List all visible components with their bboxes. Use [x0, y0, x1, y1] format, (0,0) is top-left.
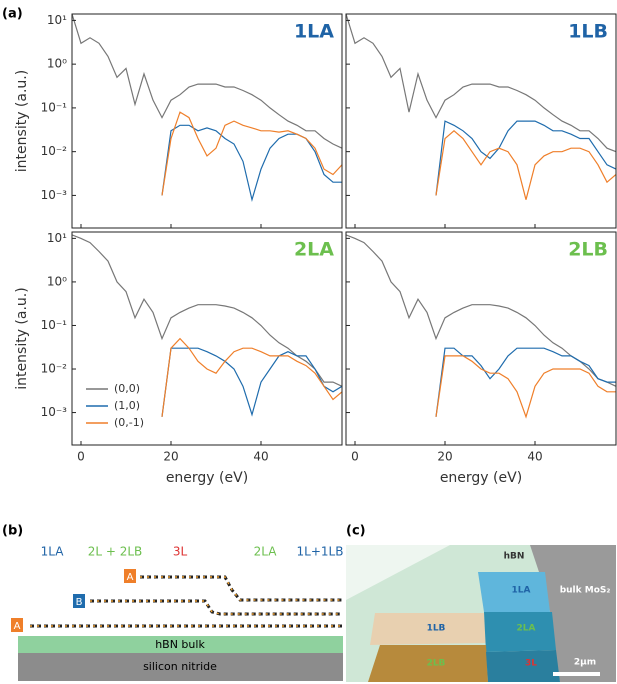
layer-atoms [90, 600, 342, 615]
x-tick-label: 0 [77, 450, 85, 464]
panel-label: (b) [2, 524, 23, 539]
layer [140, 575, 342, 602]
plot [346, 14, 616, 200]
panel-label: (a) [2, 7, 23, 22]
series-line [435, 355, 616, 419]
plot-frame [345, 231, 617, 446]
substrate-label: silicon nitride [143, 660, 217, 673]
y-tick-label: 10⁻³ [41, 405, 68, 419]
y-tick-label: 10⁰ [47, 57, 67, 71]
layer-tag-label: A [14, 621, 21, 632]
layer [90, 599, 342, 616]
image-label: 2LA [517, 624, 536, 634]
series-line [161, 111, 342, 196]
image-label: hBN [504, 552, 525, 562]
x-tick-label: 20 [437, 450, 452, 464]
2la-region [484, 612, 556, 652]
layer-diagram: 1LA 2L + 2LB 3L 2LA 1L+1LB A B A hBN bul… [11, 545, 344, 681]
x-axis-label: energy (eV) [166, 470, 248, 486]
y-tick-label: 10¹ [47, 231, 67, 245]
series-line [435, 130, 616, 200]
layer-tag-label: A [127, 572, 134, 583]
region-label: 2L + 2LB [88, 545, 143, 559]
y-axis-label: intensity (a.u.) [14, 287, 30, 389]
legend-label: (0,0) [114, 382, 140, 395]
image-label: 1LA [512, 586, 531, 596]
y-tick-label: 10⁰ [47, 274, 67, 288]
plot-frame [71, 231, 343, 446]
y-tick-label: 10⁻¹ [41, 100, 68, 114]
sin-layer [18, 653, 343, 681]
panel-annotation: 1LA [294, 21, 334, 43]
series-line [161, 337, 342, 417]
y-tick-label: 10⁻³ [41, 188, 68, 202]
series-line [435, 347, 616, 417]
region-label: 3L [173, 545, 188, 559]
y-tick-label: 10⁻¹ [41, 318, 68, 332]
x-tick-label: 20 [163, 450, 178, 464]
plot [72, 14, 342, 203]
image-label: bulk MoS₂ [560, 586, 611, 596]
x-tick-label: 40 [253, 450, 268, 464]
layer-tag [124, 569, 136, 583]
region-label: 1L+1LB [297, 545, 344, 559]
bulk-region [530, 545, 616, 682]
series-line [72, 14, 342, 149]
1lb-region [370, 613, 486, 645]
legend-label: (1,0) [114, 399, 140, 412]
layer-tag-label: B [76, 597, 83, 608]
hbn-layer [18, 636, 343, 653]
layer-tag [11, 618, 23, 632]
image-label: 1LB [427, 624, 446, 634]
panel-label: (c) [346, 524, 366, 539]
panel-annotation: 2LA [294, 239, 334, 261]
x-tick-label: 0 [351, 450, 359, 464]
plot [72, 234, 342, 417]
plot-frame [345, 13, 617, 229]
substrate-label: hBN bulk [155, 638, 205, 651]
series-line [346, 14, 616, 153]
series-line [161, 347, 342, 417]
region-label: 2LA [254, 545, 278, 559]
panel-annotation: 1LB [568, 21, 608, 43]
plot-frame [71, 13, 343, 229]
plot [346, 234, 616, 419]
y-tick-label: 10¹ [47, 13, 67, 27]
series-line [161, 124, 342, 203]
y-axis-label: intensity (a.u.) [14, 70, 30, 172]
image-label: 3L [525, 659, 537, 669]
layer-atoms [140, 576, 342, 601]
1la-region [478, 572, 550, 612]
series-line [435, 120, 616, 196]
3l-region [486, 650, 560, 682]
region-label: 1LA [41, 545, 65, 559]
x-tick-label: 40 [527, 450, 542, 464]
x-axis-label: energy (eV) [440, 470, 522, 486]
micrograph: hBN bulk MoS₂ 1LA 1LB 2LA 2LB 3L 2µm [346, 545, 616, 682]
panel-annotation: 2LB [568, 239, 608, 261]
image-label: 2LB [427, 659, 446, 669]
y-tick-label: 10⁻² [41, 362, 68, 376]
scale-label: 2µm [574, 658, 596, 668]
legend-label: (0,-1) [114, 416, 144, 429]
y-tick-label: 10⁻² [41, 144, 68, 158]
layer-tag [73, 594, 85, 608]
2lb-region [368, 645, 488, 682]
